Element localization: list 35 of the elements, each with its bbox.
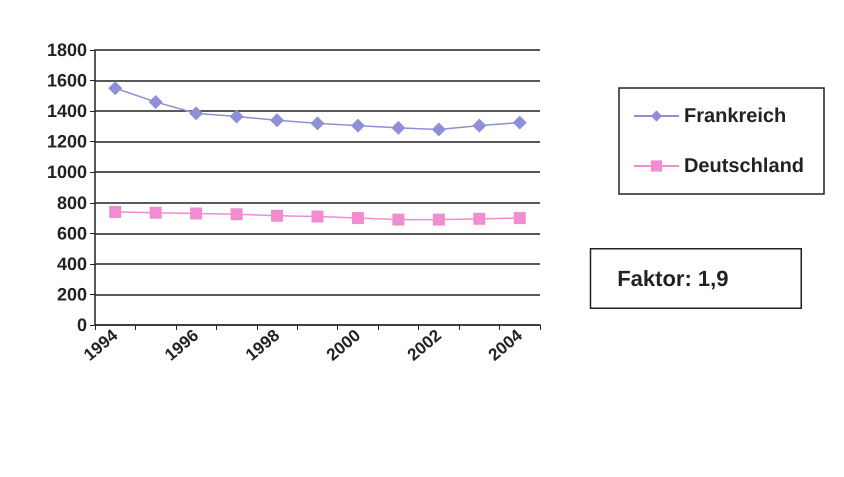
point [514, 212, 526, 224]
point [310, 116, 324, 130]
y-tick-label: 200 [56, 284, 87, 304]
point [392, 214, 404, 226]
y-tick-label: 800 [56, 192, 87, 213]
point [391, 120, 406, 135]
point [189, 106, 204, 120]
point [230, 109, 244, 124]
point [512, 116, 527, 130]
point [108, 81, 122, 96]
point [190, 207, 202, 220]
point [271, 210, 284, 222]
point [109, 206, 122, 218]
y-tick-label: 1600 [46, 70, 87, 91]
point [432, 122, 446, 136]
point [473, 212, 486, 225]
point [312, 210, 324, 223]
legend-label: Deutschland [684, 155, 804, 177]
y-tick-label: 600 [56, 223, 87, 244]
point [270, 113, 284, 128]
y-tick-label: 0 [76, 315, 87, 335]
y-tick-label: 1000 [46, 162, 87, 182]
y-tick-label: 1200 [46, 132, 87, 152]
point [472, 118, 486, 133]
point [150, 206, 162, 219]
y-tick-label: 1400 [46, 101, 87, 122]
y-tick-label: 1800 [46, 40, 87, 60]
point [230, 208, 243, 220]
y-tick-label: 400 [56, 254, 87, 274]
text: Faktor: 1,9 [617, 266, 729, 291]
legend-label: Frankreich [684, 105, 786, 127]
point [350, 118, 365, 133]
point [432, 214, 445, 226]
point [148, 94, 163, 109]
point [352, 212, 364, 224]
